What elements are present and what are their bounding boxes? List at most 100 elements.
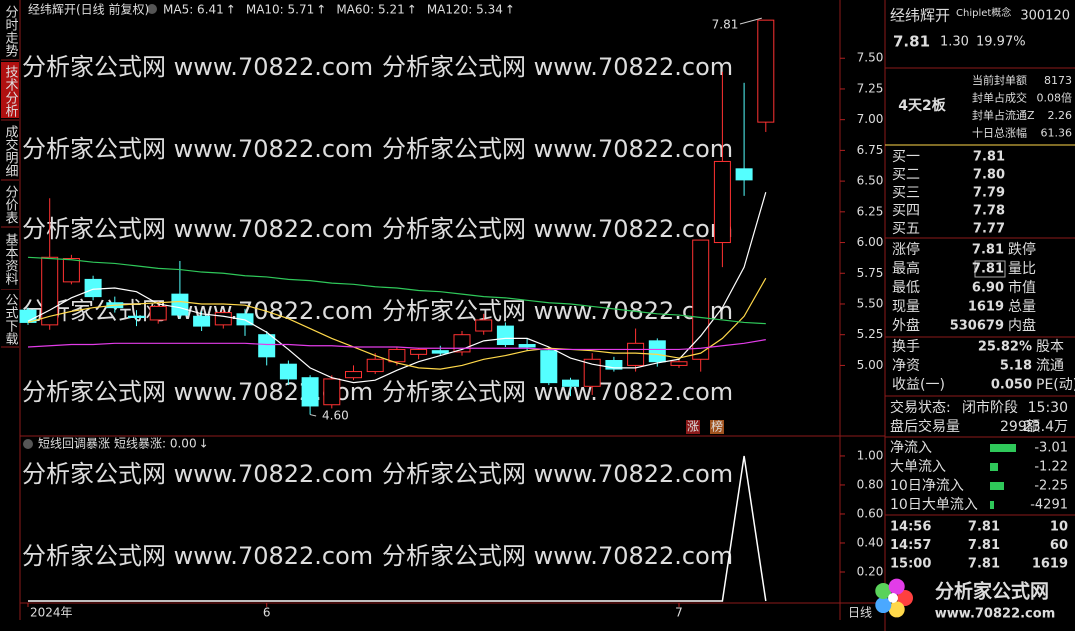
candle-body <box>627 342 645 366</box>
tick-time: 15:00 <box>890 557 931 572</box>
logo-petal <box>875 582 892 599</box>
logo-petal <box>888 601 905 618</box>
stat-box <box>974 260 1006 278</box>
logo-petal <box>888 578 905 595</box>
candle-body <box>713 160 731 244</box>
sidebar-tab[interactable] <box>1 230 19 288</box>
after-hours: 盘后交易量 <box>890 418 960 435</box>
legend-trend: ↑ <box>226 3 236 17</box>
badge-label: 榜 <box>711 419 723 434</box>
legend-entry: 短线暴涨: 0.00 <box>114 436 197 451</box>
candle-body <box>431 350 449 354</box>
menu-icon[interactable] <box>147 4 157 14</box>
candle-body <box>366 358 384 373</box>
watermark: 分析家公式网 www.70822.com <box>382 53 733 81</box>
watermark: 分析家公式网 www.70822.com <box>22 378 373 406</box>
sidebar-tab-label: 基本资料 <box>3 233 19 285</box>
badge <box>710 420 724 434</box>
y-tick-label: 0.60 <box>857 506 884 520</box>
logo-petal <box>875 597 892 614</box>
y-tick-label: 0.40 <box>857 535 884 549</box>
stat-value: 6.90 <box>972 281 1004 296</box>
y-tick-label: 5.00 <box>857 358 884 372</box>
period-label: 日线 <box>848 606 872 620</box>
candle-body <box>214 312 232 326</box>
menu-icon[interactable] <box>23 439 33 449</box>
sidebar-tab[interactable] <box>1 182 19 225</box>
stock-code: 300120 <box>1020 9 1070 24</box>
bid-price: 7.77 <box>973 222 1005 237</box>
price: 7.81 <box>893 33 930 51</box>
y-tick-label: 6.00 <box>857 235 884 249</box>
flow-indicator <box>990 501 994 509</box>
tick-volume: 60 <box>1050 538 1068 553</box>
stat-label: 收益(一) <box>892 377 945 393</box>
y-tick-label: 5.50 <box>857 296 884 310</box>
seal-value: 2.26 <box>1048 109 1073 122</box>
candle-body <box>410 348 428 355</box>
y-tick-label: 5.25 <box>857 327 884 341</box>
logo-url: www.70822.com <box>935 607 1056 622</box>
after-hours: 299 <box>1000 419 1027 435</box>
seal-label: 十日总涨幅 <box>972 126 1027 140</box>
y-tick-label: 1.00 <box>857 448 884 462</box>
flow-value: -4291 <box>1030 498 1068 513</box>
stat-label: 股本 <box>1036 339 1064 355</box>
stat-value: 1619 <box>968 300 1004 315</box>
legend-trend: ↑ <box>505 3 515 17</box>
candle-body <box>583 358 601 387</box>
candle-body <box>757 19 775 123</box>
x-tick-label: 7 <box>675 606 683 620</box>
tick-price: 7.81 <box>968 538 1000 553</box>
flow-label: 大单流入 <box>890 459 946 475</box>
candle-body <box>301 377 319 407</box>
sidebar-tab[interactable] <box>1 62 19 118</box>
flow-label: 10日大单流入 <box>890 497 978 513</box>
flow-label: 10日净流入 <box>890 478 964 494</box>
indicator-line <box>28 455 767 602</box>
sidebar-tab[interactable] <box>1 122 19 178</box>
stat-value: 7.81 <box>972 243 1004 258</box>
x-tick-label: 2024年 <box>30 606 73 620</box>
logo-title: 分析家公式网 <box>935 580 1049 603</box>
watermark: 分析家公式网 www.70822.com <box>22 135 373 163</box>
candle-body <box>735 168 753 181</box>
y-tick-label: 7.25 <box>857 81 884 95</box>
seal-value: 61.36 <box>1041 127 1073 140</box>
ma-line <box>27 339 766 351</box>
candle-body <box>518 344 536 348</box>
logo: 分析家公式网 www.70822.com <box>875 578 1056 622</box>
candle-body <box>258 334 276 358</box>
y-tick-label: 6.75 <box>857 143 884 157</box>
seal-label: 封单占成交 <box>972 91 1027 105</box>
candle-body <box>388 348 406 363</box>
candle-body <box>692 239 710 360</box>
y-tick-label: 0.20 <box>857 564 884 578</box>
sidebar-tab[interactable] <box>1 290 19 345</box>
sidebar-tab[interactable] <box>1 2 19 58</box>
stat-label: 内盘 <box>1008 317 1036 334</box>
stat-label: PE(动) <box>1036 377 1075 393</box>
ma-line <box>27 192 767 384</box>
bid-label: 买三 <box>892 185 920 201</box>
stat-label: 最低 <box>892 280 920 296</box>
legend-entry: MA10: 5.71 <box>246 3 314 17</box>
watermark: 分析家公式网 www.70822.com <box>382 460 733 488</box>
seal-label: 封单占流通Z <box>972 108 1035 122</box>
after-hours: 额 <box>1026 419 1040 435</box>
stat-value: 5.18 <box>1000 359 1032 374</box>
legend-entry: MA60: 5.21 <box>336 3 404 17</box>
stat-label: 换手 <box>892 338 920 355</box>
watermark: 分析家公式网 www.70822.com <box>22 215 373 243</box>
stat-label: 跌停 <box>1008 241 1036 258</box>
tick-volume: 1619 <box>1032 557 1068 572</box>
flow-indicator <box>990 444 1016 452</box>
y-tick-label: 0.80 <box>857 477 884 491</box>
candle-body <box>562 379 579 387</box>
stat-label: 总量 <box>1008 299 1036 315</box>
stat-label: 量比 <box>1008 261 1036 277</box>
candle-body <box>279 363 297 380</box>
badge-label: 涨 <box>687 419 699 434</box>
stat-label: 涨停 <box>892 241 920 258</box>
